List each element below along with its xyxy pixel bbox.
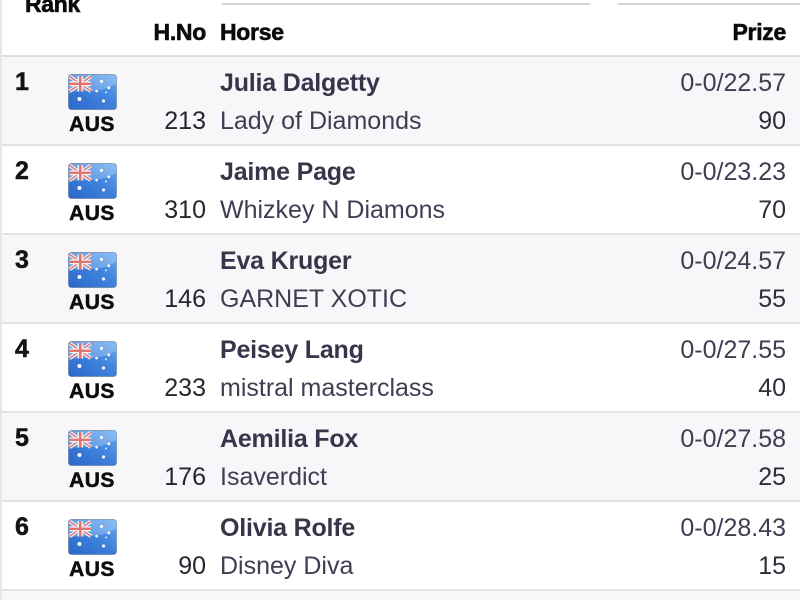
horse-name: mistral masterclass	[220, 374, 434, 402]
result-cell: 0-0/23.23 70	[605, 146, 800, 233]
table-row: 6	[2, 502, 800, 591]
australia-flag-icon	[67, 519, 117, 555]
column-header-horse: Horse	[220, 19, 285, 46]
rider-name: Olivia Rolfe	[220, 514, 356, 542]
australia-flag-icon	[67, 252, 117, 288]
country-code-label: AUS	[69, 380, 115, 403]
country-cell: AUS	[56, 413, 128, 500]
australia-flag-icon	[67, 163, 117, 199]
rider-name: Peisey Lang	[220, 336, 364, 364]
horse-name: Lady of Diamonds	[220, 107, 422, 135]
table-row: 1	[2, 57, 800, 146]
score-value: 0-0/24.57	[680, 247, 786, 275]
country-cell: AUS	[56, 235, 128, 322]
rank-value: 3	[15, 246, 29, 275]
australia-flag-icon	[67, 430, 117, 466]
country-code-label: AUS	[69, 202, 115, 225]
horse-number-value: 146	[164, 285, 206, 313]
score-value: 0-0/27.55	[680, 336, 786, 364]
table-row: 3	[2, 235, 800, 324]
next-row-partial	[2, 591, 800, 600]
prize-value: 40	[758, 374, 786, 402]
australia-flag-icon	[67, 74, 117, 110]
horse-number-value: 90	[178, 552, 206, 580]
top-divider	[222, 3, 590, 5]
rank-value: 6	[15, 513, 29, 542]
rider-horse-cell: Julia Dalgetty Lady of Diamonds	[206, 57, 605, 144]
prize-value: 15	[758, 552, 786, 580]
australia-flag-icon	[67, 341, 117, 377]
prize-value: 70	[758, 196, 786, 224]
country-code-label: AUS	[69, 291, 115, 314]
table-row: 4	[2, 324, 800, 413]
rank-value: 1	[15, 68, 29, 97]
country-code-label: AUS	[69, 558, 115, 581]
table-body: 1	[2, 57, 800, 591]
prize-value: 25	[758, 463, 786, 491]
country-code-label: AUS	[69, 469, 115, 492]
rider-horse-cell: Olivia Rolfe Disney Diva	[206, 502, 605, 589]
score-value: 0-0/28.43	[680, 514, 786, 542]
horse-name: Whizkey N Diamons	[220, 196, 446, 224]
rider-name: Jaime Page	[220, 158, 356, 186]
horse-number-value: 233	[164, 374, 206, 402]
result-cell: 0-0/27.55 40	[605, 324, 800, 411]
horse-name: Disney Diva	[220, 552, 354, 580]
table-header: Rank H.No Horse Prize	[2, 0, 800, 57]
horse-number-value: 213	[164, 107, 206, 135]
result-cell: 0-0/27.58 25	[605, 413, 800, 500]
result-cell: 0-0/24.57 55	[605, 235, 800, 322]
rank-value: 5	[15, 424, 29, 453]
rider-horse-cell: Peisey Lang mistral masterclass	[206, 324, 605, 411]
result-cell: 0-0/28.43 15	[605, 502, 800, 589]
country-cell: AUS	[56, 502, 128, 589]
score-value: 0-0/23.23	[680, 158, 786, 186]
horse-number-value: 310	[164, 196, 206, 224]
prize-value: 55	[758, 285, 786, 313]
rider-horse-cell: Aemilia Fox Isaverdict	[206, 413, 605, 500]
country-code-label: AUS	[69, 113, 115, 136]
country-cell: AUS	[56, 324, 128, 411]
column-header-rank: Rank	[25, 0, 81, 17]
table-row: 5	[2, 413, 800, 502]
rank-value: 4	[15, 335, 29, 364]
rider-name: Julia Dalgetty	[220, 69, 380, 97]
rider-horse-cell: Jaime Page Whizkey N Diamons	[206, 146, 605, 233]
country-cell: AUS	[56, 57, 128, 144]
rank-value: 2	[15, 157, 29, 186]
rider-name: Eva Kruger	[220, 247, 352, 275]
horse-name: Isaverdict	[220, 463, 327, 491]
rider-name: Aemilia Fox	[220, 425, 359, 453]
table-row: 2	[2, 146, 800, 235]
horse-name: GARNET XOTIC	[220, 285, 408, 313]
prize-value: 90	[758, 107, 786, 135]
result-cell: 0-0/22.57 90	[605, 57, 800, 144]
rider-horse-cell: Eva Kruger GARNET XOTIC	[206, 235, 605, 322]
top-divider	[618, 3, 800, 5]
horse-number-value: 176	[164, 463, 206, 491]
column-header-hno: H.No	[153, 19, 206, 46]
score-value: 0-0/22.57	[680, 69, 786, 97]
country-cell: AUS	[56, 146, 128, 233]
score-value: 0-0/27.58	[680, 425, 786, 453]
column-header-prize: Prize	[732, 19, 786, 46]
